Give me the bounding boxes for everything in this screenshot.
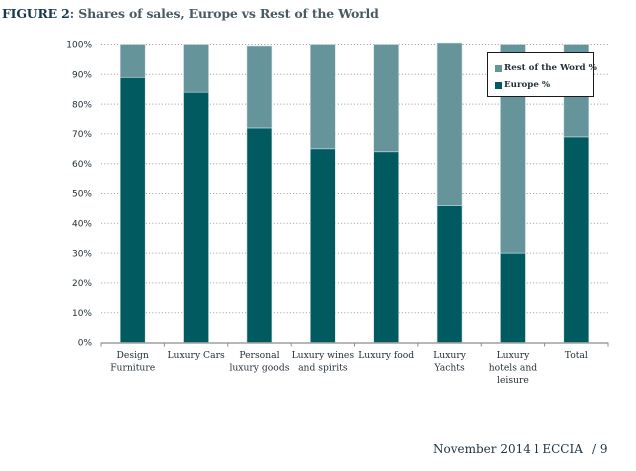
bar-rest-of-world: [119, 44, 146, 78]
x-category-label-line: Luxury wines: [292, 350, 355, 361]
y-tick-label: 80%: [72, 100, 92, 110]
bar-europe: [183, 91, 209, 343]
x-axis: [100, 342, 609, 347]
x-category-label-line: Luxury Cars: [167, 350, 225, 361]
y-tick-label: 70%: [72, 130, 92, 140]
figure-title-text: : Shares of sales, Europe vs Rest of the…: [69, 6, 379, 21]
legend-swatch-rest-of-world: [495, 64, 502, 72]
x-category-label-line: Luxury: [433, 350, 467, 361]
legend-label: Rest of the Word %: [504, 63, 597, 73]
page-number: / 9: [592, 442, 608, 456]
y-tick-label: 40%: [72, 220, 92, 230]
legend-label: Europe %: [504, 80, 551, 90]
x-category-label-line: Personal: [239, 350, 279, 361]
bar-europe: [246, 127, 273, 343]
bar-rest-of-world: [183, 44, 209, 93]
x-category-label: Personal luxury goods: [229, 350, 289, 374]
y-tick-label: 50%: [72, 190, 92, 200]
x-category-label: Total: [565, 350, 588, 361]
x-category-label: Design Furniture: [110, 350, 155, 374]
bar-europe: [500, 252, 526, 343]
y-tick-label: 20%: [72, 279, 92, 289]
bar-europe: [119, 76, 146, 343]
legend: Rest of the Word % Europe %: [487, 52, 597, 97]
x-category-label-line: hotels and: [489, 363, 538, 374]
x-category-label: Luxury Cars: [167, 350, 225, 361]
bar-europe: [310, 148, 336, 343]
legend-item-europe: Europe %: [495, 80, 550, 90]
y-tick-label: 100%: [66, 41, 92, 51]
y-tick-label: 10%: [72, 309, 92, 319]
x-category-label-line: luxury goods: [229, 363, 289, 374]
y-tick-label: 0%: [78, 339, 93, 349]
x-category-label-line: and spirits: [298, 363, 348, 374]
legend-item-rest-of-world: Rest of the Word %: [495, 63, 597, 73]
x-category-label: Luxury hotels and leisure: [489, 350, 538, 386]
y-axis-ticks: 0% 10% 20% 30% 40% 50% 60% 70% 80% 90% 100%: [66, 41, 92, 349]
bar-rest-of-world: [373, 44, 399, 153]
x-category-label: Luxury food: [358, 350, 414, 361]
bar-rest-of-world: [436, 42, 463, 206]
bar-rest-of-world: [246, 45, 273, 129]
y-tick-label: 60%: [72, 160, 92, 170]
figure-title: FIGURE 2: Shares of sales, Europe vs Res…: [2, 6, 379, 21]
legend-swatch-europe: [495, 81, 502, 89]
bar-rest-of-world: [310, 44, 336, 150]
x-category-label: Luxury wines and spirits: [292, 350, 355, 374]
y-tick-label: 90%: [72, 71, 92, 81]
bar-europe: [373, 151, 399, 343]
x-category-label-line: Design: [117, 350, 149, 361]
bar-europe: [436, 205, 463, 343]
x-category-label-line: Total: [565, 350, 588, 361]
x-category-label-line: Luxury: [497, 350, 531, 361]
x-category-label-line: Yachts: [433, 363, 465, 374]
y-tick-label: 30%: [72, 249, 92, 259]
x-axis-labels: Design Furniture Luxury Cars Personal luxury…: [110, 350, 588, 386]
bar-europe: [563, 136, 590, 343]
footer-text: November 2014 l ECCIA: [433, 442, 583, 456]
x-category-label-line: Furniture: [110, 363, 155, 374]
x-category-label: Luxury Yachts: [433, 350, 467, 374]
x-category-label-line: leisure: [497, 375, 529, 386]
figure-label: FIGURE 2: [2, 6, 70, 21]
x-category-label-line: Luxury food: [358, 350, 414, 361]
